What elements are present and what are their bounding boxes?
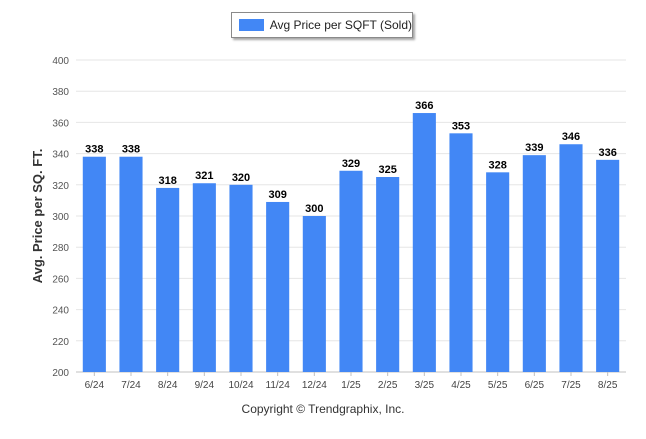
x-tick-label: 10/24 [228, 380, 253, 391]
bar[interactable] [522, 155, 546, 372]
data-labels: 338 338 318 321 320 309 300 329 325 366 353 328 339 3… [85, 100, 617, 215]
x-tick-label: 8/24 [158, 380, 178, 391]
data-label: 336 [598, 147, 616, 159]
data-label: 309 [268, 189, 286, 201]
bar[interactable] [82, 156, 106, 372]
data-label: 329 [342, 158, 360, 170]
bar[interactable] [266, 201, 290, 372]
bar[interactable] [156, 187, 180, 372]
x-tick-label: 7/24 [121, 380, 141, 391]
x-tick-label: 2/25 [378, 380, 398, 391]
x-tick-label: 8/25 [598, 380, 618, 391]
x-tick-label: 6/24 [85, 380, 105, 391]
x-tick-label: 3/25 [415, 380, 435, 391]
data-label: 325 [378, 164, 396, 176]
y-axis-title: Avg. Price per SQ. FT. [30, 149, 45, 284]
data-label: 321 [195, 170, 213, 182]
legend-swatch [239, 19, 264, 31]
bar[interactable] [559, 144, 583, 372]
bar[interactable] [192, 183, 216, 372]
y-tick-label: 300 [52, 212, 69, 223]
x-tick-label: 6/25 [525, 380, 545, 391]
data-label: 318 [158, 175, 176, 187]
y-tick-label: 280 [52, 243, 69, 254]
bar[interactable] [376, 177, 400, 372]
x-tick-label: 1/25 [341, 380, 361, 391]
data-label: 353 [452, 120, 470, 132]
data-label: 328 [488, 159, 506, 171]
y-tick-label: 340 [52, 150, 69, 161]
y-tick-label: 260 [52, 274, 69, 285]
x-tick-label: 7/25 [561, 380, 581, 391]
data-label: 320 [232, 172, 250, 184]
x-tick-label: 9/24 [195, 380, 215, 391]
bar[interactable] [339, 170, 363, 372]
copyright-footer: Copyright © Trendgraphix, Inc. [241, 402, 405, 416]
bar[interactable] [449, 133, 473, 372]
y-tick-label: 360 [52, 118, 69, 129]
data-label: 300 [305, 203, 323, 215]
data-label: 366 [415, 100, 433, 112]
bar[interactable] [486, 172, 510, 372]
y-tick-label: 380 [52, 87, 69, 98]
legend[interactable]: Avg Price per SQFT (Sold) [231, 12, 413, 38]
bar[interactable] [412, 113, 436, 372]
y-tick-label: 240 [52, 306, 69, 317]
legend-label: Avg Price per SQFT (Sold) [269, 18, 412, 32]
axes: 200 220 240 260 280 300 320 340 360 380 400 6/24 7/2… [52, 56, 618, 391]
bar[interactable] [229, 184, 253, 372]
y-tick-label: 400 [52, 56, 69, 67]
bar[interactable] [119, 156, 143, 372]
y-tick-label: 220 [52, 337, 69, 348]
data-label: 338 [122, 144, 140, 156]
y-tick-label: 320 [52, 181, 69, 192]
data-label: 338 [85, 144, 103, 156]
bar[interactable] [596, 159, 620, 372]
x-tick-label: 11/24 [266, 380, 291, 391]
x-tick-label: 5/25 [488, 380, 508, 391]
x-tick-label: 12/24 [302, 380, 327, 391]
y-tick-label: 200 [52, 368, 69, 379]
x-tick-label: 4/25 [451, 380, 471, 391]
bars [82, 113, 620, 372]
bar[interactable] [302, 216, 326, 372]
data-label: 339 [525, 142, 543, 154]
data-label: 346 [562, 131, 580, 143]
